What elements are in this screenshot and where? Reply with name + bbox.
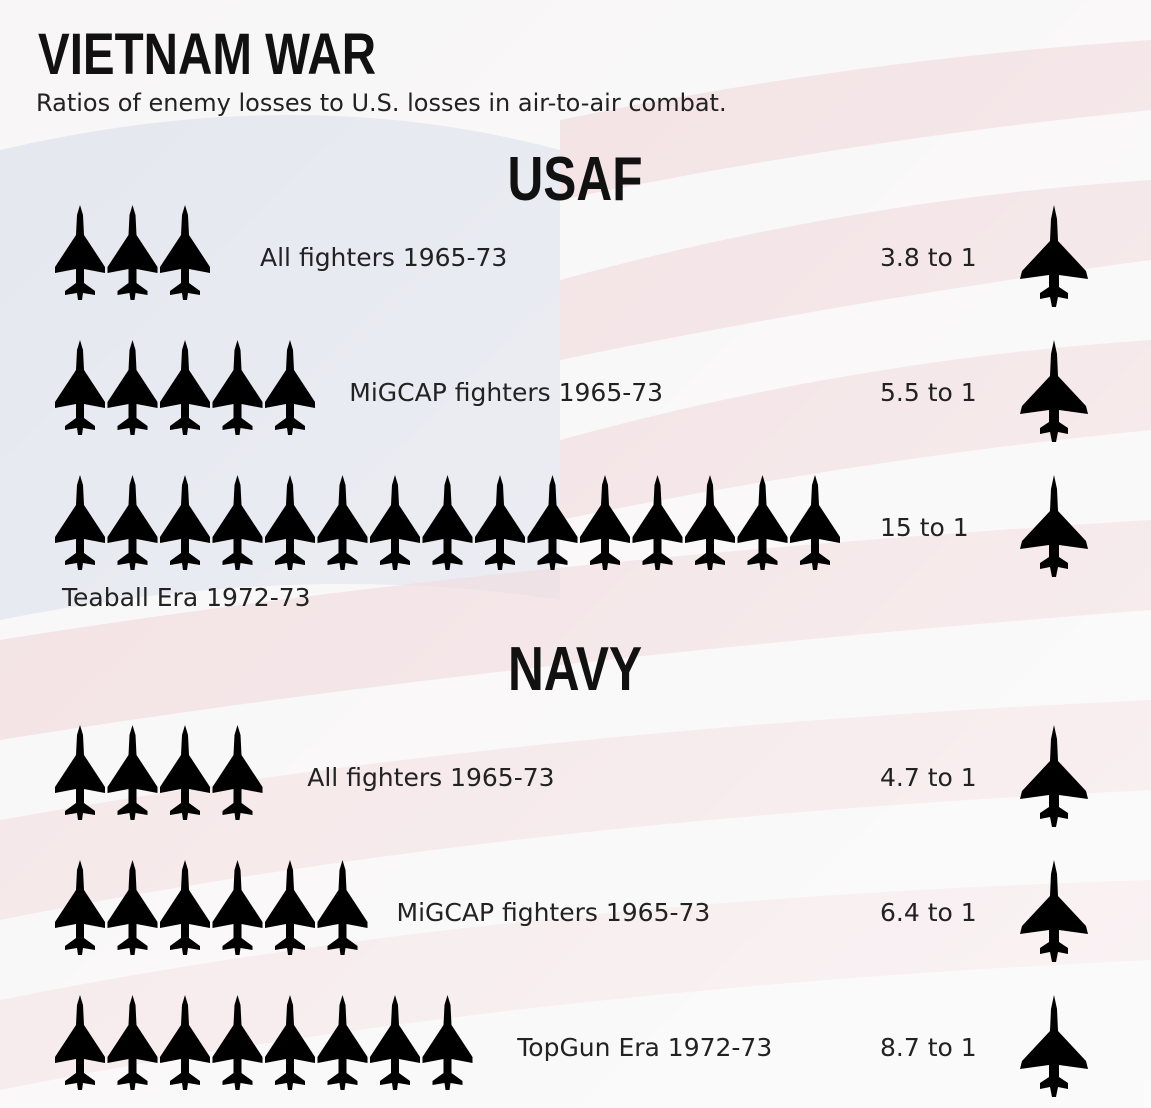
value-label: 5.5 to 1 xyxy=(880,378,977,407)
value-label: 6.4 to 1 xyxy=(880,898,977,927)
section-heading: USAF xyxy=(508,144,643,214)
value-label: 4.7 to 1 xyxy=(880,763,977,792)
title: VIETNAM WAR xyxy=(38,23,376,88)
category-label: TopGun Era 1972-73 xyxy=(516,1033,772,1062)
category-label: MiGCAP fighters 1965-73 xyxy=(397,898,711,927)
value-label: 15 to 1 xyxy=(880,513,969,542)
value-label: 8.7 to 1 xyxy=(880,1033,977,1062)
value-label: 3.8 to 1 xyxy=(880,243,977,272)
section-heading: NAVY xyxy=(508,634,642,704)
category-label: MiGCAP fighters 1965-73 xyxy=(349,378,663,407)
subtitle: Ratios of enemy losses to U.S. losses in… xyxy=(36,89,727,117)
category-label: Teaball Era 1972-73 xyxy=(61,583,311,612)
category-label: All fighters 1965-73 xyxy=(307,763,554,792)
category-label: All fighters 1965-73 xyxy=(260,243,507,272)
